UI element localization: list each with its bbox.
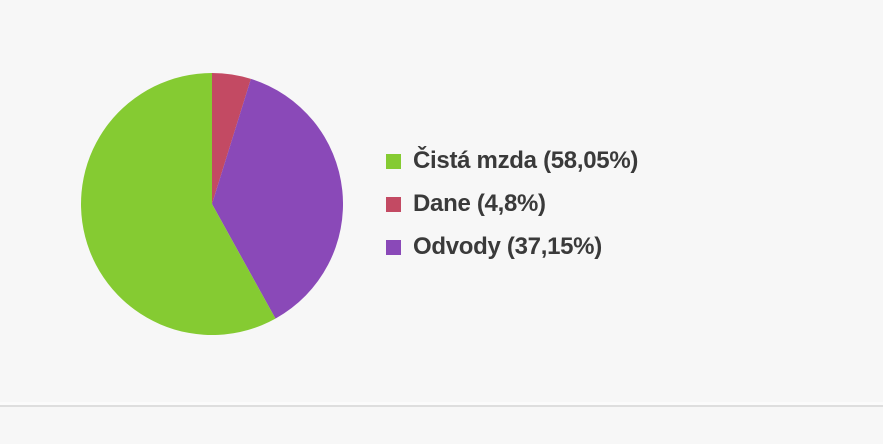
section-divider-highlight <box>0 402 883 405</box>
legend-label: Odvody (37,15%) <box>413 233 602 260</box>
pie-slice[interactable] <box>81 73 276 335</box>
pie-slice[interactable] <box>212 73 251 204</box>
chart-legend: Čistá mzda (58,05%) Dane (4,8%) Odvody (… <box>386 146 638 275</box>
pie-chart-area: Čistá mzda (58,05%) Dane (4,8%) Odvody (… <box>81 73 638 335</box>
legend-label: Dane (4,8%) <box>413 190 546 217</box>
legend-marker-icon <box>386 239 401 255</box>
legend-marker-icon <box>386 153 401 169</box>
pie-chart <box>81 73 343 335</box>
section-divider <box>0 405 883 407</box>
pie-slice[interactable] <box>212 78 343 319</box>
legend-item[interactable]: Čistá mzda (58,05%) <box>386 146 638 176</box>
legend-marker-icon <box>386 196 401 212</box>
legend-item[interactable]: Dane (4,8%) <box>386 189 638 219</box>
legend-item[interactable]: Odvody (37,15%) <box>386 232 638 262</box>
legend-label: Čistá mzda (58,05%) <box>413 147 639 174</box>
